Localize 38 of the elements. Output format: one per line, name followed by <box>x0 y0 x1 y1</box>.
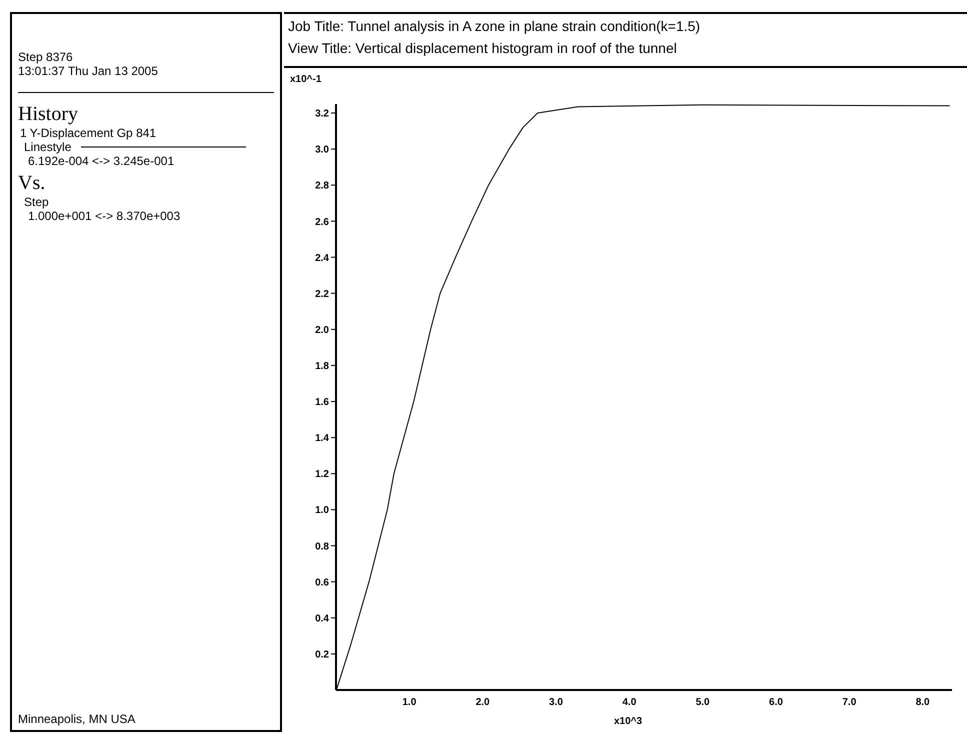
text: Step <box>24 195 50 209</box>
y-tick-label: 0.8 <box>315 541 330 552</box>
text: Vs. <box>18 172 46 195</box>
x-tick-label: 2.0 <box>476 697 490 708</box>
text: 1 Y-Displacement Gp 841 <box>20 126 158 140</box>
y-tick-label: 1.4 <box>315 433 330 444</box>
y-tick-label: 1.0 <box>315 505 330 516</box>
y-tick-label: 0.2 <box>315 649 330 660</box>
y-tick-label: 2.4 <box>315 252 330 264</box>
text: 13:01:37 Thu Jan 13 2005 <box>18 64 159 78</box>
y-tick-label: 2.6 <box>315 216 330 228</box>
y-tick-label: 1.8 <box>315 360 330 372</box>
y-axis-title: x10^-1 <box>290 74 322 85</box>
y-tick-label: 2.0 <box>315 324 330 336</box>
x-tick-label: 3.0 <box>549 697 564 708</box>
text: Step 8376 <box>18 50 74 64</box>
y-tick-label: 2.8 <box>315 180 330 192</box>
text: 6.192e-004 <-> 3.245e-001 <box>28 154 176 168</box>
x-axis-title: x10^3 <box>614 716 642 727</box>
y-tick-label: 3.0 <box>315 144 330 156</box>
x-tick-label: 6.0 <box>769 697 784 708</box>
y-tick-label: 1.2 <box>315 469 330 480</box>
y-tick-label: 0.4 <box>315 613 330 624</box>
y-tick-label: 3.2 <box>315 108 330 120</box>
text: History <box>18 103 79 126</box>
x-tick-label: 1.0 <box>402 697 417 708</box>
x-tick-label: 4.0 <box>622 697 637 708</box>
x-tick-label: 7.0 <box>842 697 857 708</box>
text: 1.000e+001 <-> 8.370e+003 <box>28 209 182 223</box>
y-tick-label: 2.2 <box>315 288 330 300</box>
x-tick-label: 5.0 <box>696 697 710 708</box>
y-tick-label: 0.6 <box>315 577 330 588</box>
chart-title: Job Title: Tunnel analysis in A zone in plane strain condition(k=1.5) <box>288 17 702 34</box>
y-tick-label: 1.6 <box>315 397 330 408</box>
text: Linestyle <box>24 140 72 154</box>
text: Minneapolis, MN USA <box>18 712 136 726</box>
x-tick-label: 8.0 <box>916 697 930 708</box>
chart-subtitle: View Title: Vertical displacement histogram in roof of the tunnel <box>288 39 678 56</box>
